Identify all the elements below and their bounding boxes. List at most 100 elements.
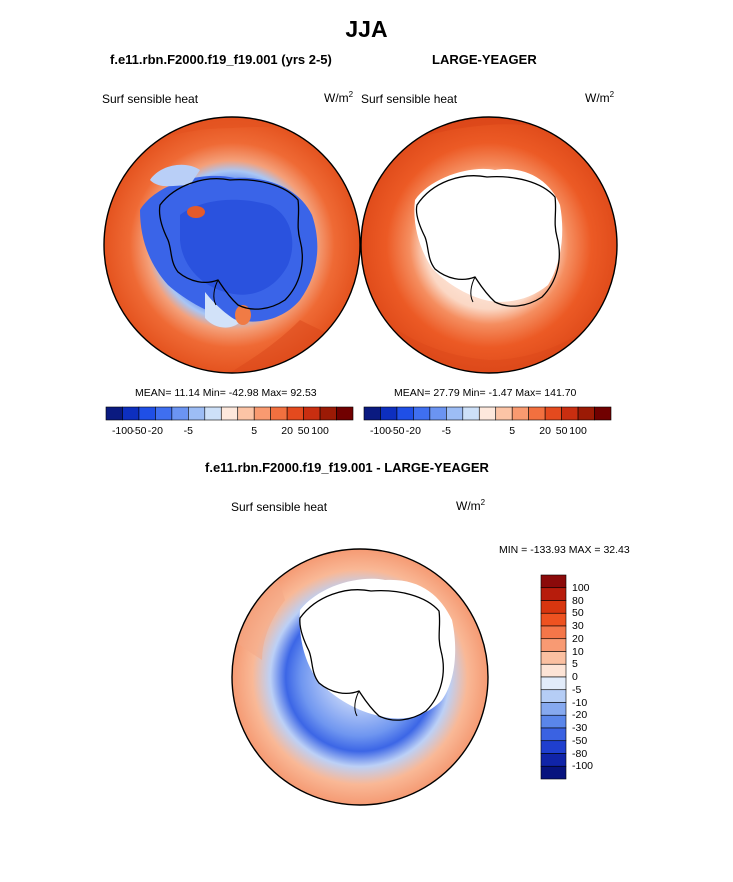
- colorbar-swatch: [540, 574, 567, 589]
- colorbar-tick-label: -5: [572, 683, 582, 696]
- map-top-right: [360, 116, 618, 374]
- colorbar-swatch: [319, 406, 337, 421]
- colorbar-tick-label: 50: [555, 425, 568, 437]
- colorbar-swatch: [253, 406, 271, 421]
- colorbar-tick-label: -20: [572, 709, 588, 722]
- colorbar-tick-label: 10: [572, 645, 584, 658]
- colorbar-swatch: [495, 406, 513, 421]
- colorbar-tick-label: -50: [131, 425, 147, 437]
- colorbar-tick-label: 30: [572, 620, 584, 632]
- colorbar-swatch: [540, 714, 567, 729]
- colorbar-swatch: [286, 406, 304, 421]
- colorbar-swatch: [396, 406, 414, 421]
- colorbar-swatch: [540, 727, 567, 742]
- colorbar-tick-label: 5: [251, 425, 258, 437]
- map-bottom: [231, 548, 489, 806]
- map-top-left: [103, 116, 361, 374]
- units-label-bottom: W/m2: [456, 498, 485, 513]
- colorbar-swatch: [220, 406, 239, 421]
- colorbar-tick-label: 100: [569, 425, 587, 437]
- units-label-right: W/m2: [585, 90, 614, 105]
- colorbar-tick-label: -20: [147, 425, 163, 437]
- colorbar-swatch: [105, 406, 123, 421]
- colorbar-tick-label: 80: [572, 594, 584, 607]
- colorbar-swatch: [380, 406, 398, 421]
- colorbar-swatch: [540, 702, 567, 716]
- colorbar-swatch: [540, 600, 567, 614]
- colorbar-tick-label: -30: [572, 722, 588, 734]
- colorbar-tick-label: -50: [389, 425, 405, 437]
- colorbar-tick-label: 0: [572, 671, 578, 683]
- colorbar-swatch: [478, 406, 497, 421]
- colorbar-swatch: [540, 625, 567, 640]
- colorbar-swatch: [188, 406, 206, 421]
- colorbar-tick-label: 100: [572, 581, 590, 594]
- colorbar-swatch: [429, 406, 447, 421]
- colorbar-swatch: [540, 765, 567, 780]
- colorbar-tick-label: 50: [572, 607, 584, 620]
- variable-label-bottom: Surf sensible heat: [231, 500, 328, 514]
- colorbar-swatch: [540, 638, 567, 652]
- colorbar-swatch: [540, 689, 567, 703]
- colorbar-swatch: [594, 406, 612, 421]
- colorbar-swatch: [270, 406, 288, 421]
- variable-label-left: Surf sensible heat: [102, 92, 199, 106]
- colorbar-tick-label: 50: [297, 425, 310, 437]
- colorbar-tick-label: -100: [111, 425, 133, 437]
- colorbar-swatch: [303, 406, 321, 421]
- colorbar-swatch: [138, 406, 156, 421]
- colorbar-tick-label: -5: [441, 425, 451, 437]
- colorbar-swatch: [446, 406, 464, 421]
- colorbar-vertical: [540, 574, 567, 780]
- colorbar-tick-label: 20: [572, 632, 584, 645]
- colorbar-tick-label: -5: [183, 425, 193, 437]
- units-exponent: 2: [348, 90, 354, 99]
- colorbar-tick-label: -100: [572, 760, 594, 773]
- colorbar-swatch: [155, 406, 173, 421]
- colorbar-swatch: [577, 406, 595, 421]
- colorbar-tick-label: 5: [572, 658, 578, 671]
- stats-left: MEAN= 11.14 Min= -42.98 Max= 92.53: [135, 387, 317, 399]
- colorbar-swatch: [540, 740, 567, 754]
- case-title-left: f.e11.rbn.F2000.f19_f19.001 (yrs 2-5): [110, 52, 332, 67]
- colorbar-left: [105, 406, 354, 421]
- case-title-bottom: f.e11.rbn.F2000.f19_f19.001 - LARGE-YEAG…: [205, 460, 489, 475]
- colorbar-tick-label: -80: [572, 747, 588, 760]
- stats-bottom: MIN = -133.93 MAX = 32.43: [499, 544, 630, 556]
- units-base: W/m: [456, 499, 481, 513]
- colorbar-swatch: [363, 406, 381, 421]
- colorbar-swatch: [540, 612, 567, 627]
- colorbar-tick-label: -20: [405, 425, 421, 437]
- colorbar-tick-label: 100: [311, 425, 329, 437]
- colorbar-tick-label: 20: [539, 425, 551, 437]
- colorbar-swatch: [540, 587, 567, 601]
- colorbar-tick-label: -50: [572, 734, 588, 747]
- case-title-right: LARGE-YEAGER: [432, 52, 537, 67]
- colorbar-tick-label: 5: [509, 425, 516, 437]
- colorbar-swatch: [540, 651, 567, 665]
- colorbar-tick-label: -10: [572, 696, 588, 709]
- colorbar-swatch: [413, 406, 431, 421]
- units-exponent: 2: [480, 498, 486, 507]
- units-base: W/m: [585, 91, 610, 105]
- colorbar-swatch: [237, 406, 255, 421]
- units-label-left: W/m2: [324, 90, 353, 105]
- colorbar-swatch: [544, 406, 562, 421]
- colorbar-swatch: [540, 676, 567, 691]
- colorbar-swatch: [540, 663, 567, 678]
- colorbar-swatch: [528, 406, 546, 421]
- colorbar-swatch: [540, 753, 567, 767]
- colorbar-swatch: [561, 406, 579, 421]
- variable-label-right: Surf sensible heat: [361, 92, 458, 106]
- colorbar-swatch: [122, 406, 140, 421]
- colorbar-swatch: [511, 406, 529, 421]
- colorbar-tick-label: 20: [281, 425, 293, 437]
- colorbar-swatch: [336, 406, 354, 421]
- stats-right: MEAN= 27.79 Min= -1.47 Max= 141.70: [394, 387, 577, 399]
- colorbar-swatch: [171, 406, 189, 421]
- units-exponent: 2: [609, 90, 615, 99]
- colorbar-swatch: [204, 406, 222, 421]
- units-base: W/m: [324, 91, 349, 105]
- colorbar-right: [363, 406, 612, 421]
